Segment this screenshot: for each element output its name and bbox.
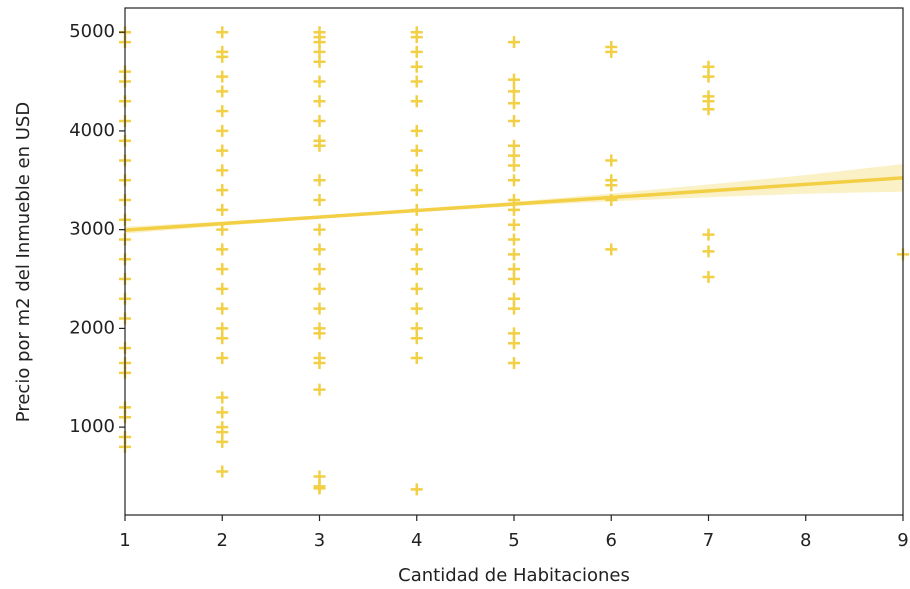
point <box>216 105 229 118</box>
point <box>508 73 520 86</box>
point <box>216 332 229 345</box>
y-tick-label: 3000 <box>69 219 115 240</box>
point <box>508 115 520 128</box>
point <box>508 248 520 261</box>
point <box>508 218 520 231</box>
point <box>313 383 326 396</box>
point <box>410 243 423 256</box>
point <box>216 352 229 365</box>
point <box>605 154 618 167</box>
point <box>508 302 520 315</box>
point <box>216 124 229 137</box>
regression-line <box>124 176 904 232</box>
y-tick-label: 2000 <box>69 317 115 338</box>
x-tick-label: 5 <box>508 530 519 551</box>
point <box>313 75 326 88</box>
x-tick-label: 2 <box>217 530 228 551</box>
point <box>508 174 520 187</box>
point <box>216 302 229 315</box>
point <box>410 184 423 197</box>
point <box>216 184 229 197</box>
point <box>410 263 423 276</box>
point <box>216 223 229 236</box>
y-axis-label: Precio por m2 del Inmueble en USD <box>13 102 34 422</box>
point <box>216 243 229 256</box>
point <box>702 245 715 258</box>
point <box>313 223 326 236</box>
point <box>216 85 229 98</box>
point <box>216 26 229 39</box>
point <box>508 97 520 110</box>
point <box>313 282 326 295</box>
point <box>313 356 326 369</box>
x-tick-label: 9 <box>897 530 908 551</box>
point <box>216 144 229 157</box>
x-tick-label: 1 <box>119 530 130 551</box>
point <box>702 271 715 284</box>
point <box>410 75 423 88</box>
y-tick-label: 1000 <box>69 416 115 437</box>
point <box>216 435 229 448</box>
point <box>410 45 423 58</box>
point <box>216 465 229 478</box>
point <box>508 159 520 172</box>
point <box>313 263 326 276</box>
point <box>410 164 423 177</box>
point <box>216 282 229 295</box>
point <box>216 50 229 63</box>
point <box>508 36 520 49</box>
point <box>313 115 326 128</box>
x-tick-label: 8 <box>800 530 811 551</box>
point <box>313 243 326 256</box>
y-tick-label: 4000 <box>69 120 115 141</box>
point <box>508 356 520 369</box>
y-tick-label: 5000 <box>69 21 115 42</box>
point <box>605 243 618 256</box>
point <box>313 482 326 495</box>
point <box>216 164 229 177</box>
x-tick-label: 6 <box>606 530 617 551</box>
point <box>313 174 326 187</box>
point <box>508 85 520 98</box>
point <box>508 273 520 286</box>
point <box>410 282 423 295</box>
point <box>410 223 423 236</box>
point <box>410 31 423 44</box>
point <box>410 124 423 137</box>
point <box>216 263 229 276</box>
point <box>410 332 423 345</box>
point <box>216 203 229 216</box>
point <box>410 95 423 108</box>
point <box>508 337 520 350</box>
point <box>410 60 423 73</box>
point <box>605 179 618 192</box>
x-tick-label: 3 <box>314 530 325 551</box>
point <box>508 203 520 216</box>
point <box>702 103 715 116</box>
point <box>216 406 229 419</box>
point <box>313 302 326 315</box>
point <box>313 139 326 152</box>
point <box>313 55 326 68</box>
x-tick-label: 7 <box>703 530 714 551</box>
point <box>702 70 715 83</box>
point <box>313 327 326 340</box>
point <box>508 233 520 246</box>
point <box>216 70 229 83</box>
point <box>702 228 715 241</box>
point <box>410 144 423 157</box>
point <box>410 302 423 315</box>
point <box>605 45 618 58</box>
point <box>410 483 423 496</box>
point <box>410 352 423 365</box>
point <box>313 95 326 108</box>
x-axis-label: Cantidad de Habitaciones <box>398 565 630 586</box>
point <box>216 391 229 404</box>
point <box>313 194 326 207</box>
x-tick-label: 4 <box>411 530 422 551</box>
